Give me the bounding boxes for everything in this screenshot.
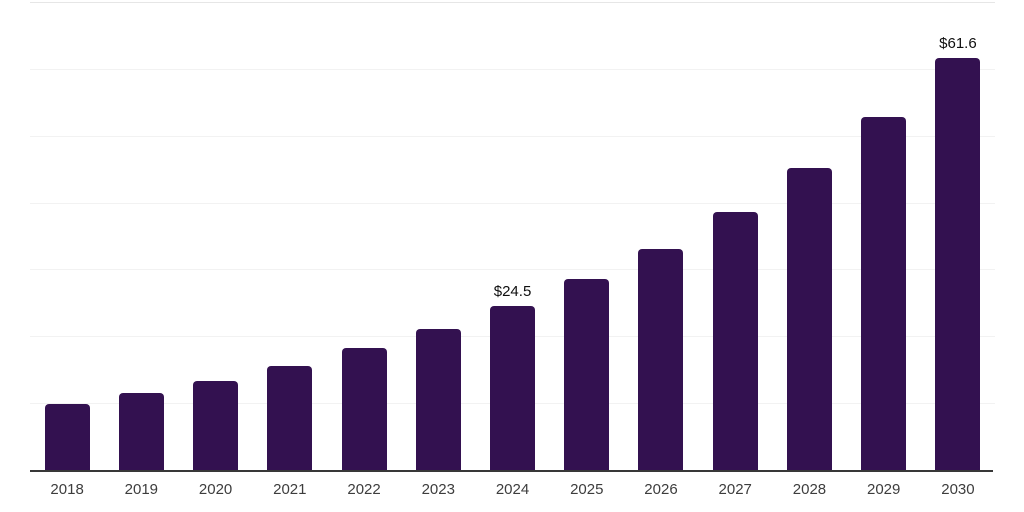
bar-2030 bbox=[935, 58, 981, 470]
band-2030: $61.6 bbox=[921, 2, 995, 470]
gridline-70 bbox=[30, 2, 995, 3]
bar-2019 bbox=[118, 393, 164, 470]
x-tick-label-2022: 2022 bbox=[347, 481, 381, 498]
gridline-30 bbox=[30, 269, 995, 271]
bar-value-label-2030: $61.6 bbox=[939, 35, 977, 53]
x-tick-label-2020: 2020 bbox=[198, 481, 233, 498]
bar-2025 bbox=[564, 278, 610, 470]
plot-area: $24.5 $61.6 bbox=[30, 2, 995, 470]
x-tick-label-2027: 2027 bbox=[718, 481, 752, 498]
band-2019 bbox=[104, 2, 178, 470]
bar-2027 bbox=[712, 211, 758, 470]
band-2027 bbox=[698, 2, 772, 470]
bar-bands: $24.5 $61.6 bbox=[30, 2, 995, 470]
x-tick-label-2026: 2026 bbox=[644, 481, 678, 498]
bar-value-label-2024: $24.5 bbox=[493, 283, 532, 301]
band-2026 bbox=[624, 2, 698, 470]
bar-2018 bbox=[44, 403, 90, 470]
band-2018 bbox=[30, 2, 104, 470]
band-2020 bbox=[178, 2, 252, 470]
band-2028 bbox=[772, 2, 846, 470]
bar-2022 bbox=[341, 347, 387, 470]
gridline-40 bbox=[30, 202, 995, 204]
x-axis-tick-labels: 2018 2019 2020 2021 2022 2023 2024 2025 2026 2027… bbox=[30, 479, 995, 501]
x-tick-label-2023: 2023 bbox=[421, 481, 455, 498]
gridline-60 bbox=[30, 68, 995, 70]
x-tick-label-2028: 2028 bbox=[792, 481, 827, 498]
band-2029 bbox=[847, 2, 921, 470]
gridline-50 bbox=[30, 135, 995, 137]
bar-2020 bbox=[193, 381, 239, 470]
x-tick-label-2029: 2029 bbox=[867, 481, 901, 498]
bar-2023 bbox=[415, 328, 461, 470]
x-tick-label-2030: 2030 bbox=[941, 481, 975, 498]
bar-2026 bbox=[638, 248, 684, 470]
x-tick-label-2018: 2018 bbox=[50, 481, 84, 498]
band-2022 bbox=[327, 2, 401, 470]
x-tick-label-2025: 2025 bbox=[570, 481, 604, 498]
band-2024: $24.5 bbox=[475, 2, 549, 470]
bar-2021 bbox=[267, 365, 313, 470]
bar-2028 bbox=[786, 167, 832, 470]
x-tick-label-2021: 2021 bbox=[273, 481, 307, 498]
x-tick-label-2019: 2019 bbox=[124, 481, 159, 498]
band-2025 bbox=[550, 2, 624, 470]
band-2023 bbox=[401, 2, 475, 470]
band-2021 bbox=[253, 2, 327, 470]
bar-2024 bbox=[490, 306, 536, 470]
x-axis-line bbox=[30, 470, 993, 472]
x-tick-label-2024: 2024 bbox=[495, 481, 530, 498]
bar-2029 bbox=[861, 117, 907, 470]
